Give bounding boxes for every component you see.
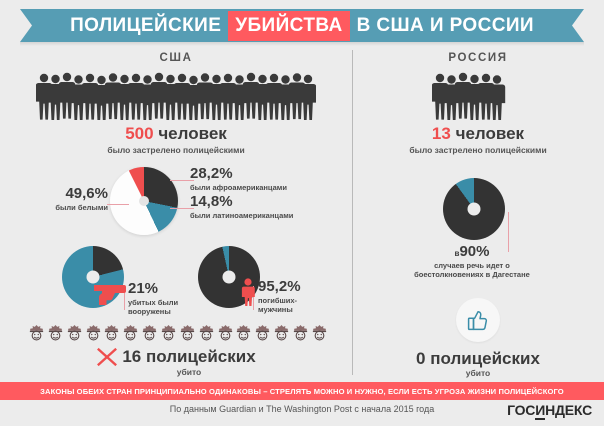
armed-desc-line1: убитых были	[128, 298, 179, 307]
male-desc-line1: погибших-	[258, 296, 298, 305]
callout-latino-victims: 14,8% были латиноамериканцами	[190, 194, 330, 220]
pie-center-hub	[139, 196, 149, 206]
russia-killed-subtitle: было застрелено полицейскими	[409, 144, 547, 155]
police-officer-icon	[86, 324, 100, 340]
police-officer-icon	[29, 324, 44, 340]
usa-killed-subtitle: было застрелено полицейскими	[107, 144, 245, 155]
gosindex-logo[interactable]: ГОСИНДЕКС	[507, 402, 592, 420]
footer-banner: ЗАКОНЫ ОБЕИХ СТРАН ПРИНЦИПИАЛЬНО ОДИНАКО…	[0, 382, 604, 400]
thumbs-up-circle	[456, 298, 500, 342]
white-pct: 49,6%	[65, 185, 108, 202]
police-officer-icon	[67, 324, 81, 340]
dagestan-desc-line1: случаев речь идет о	[434, 261, 510, 270]
armed-pct: 21%	[128, 280, 159, 297]
leader-line-black	[170, 180, 194, 181]
title-part-2: В США И РОССИИ	[356, 14, 534, 36]
police-officer-icon	[105, 324, 119, 340]
black-desc: были афроамериканцами	[190, 183, 287, 192]
usa-police-killed-number: 16 полицейских	[122, 347, 256, 366]
callout-dagestan: в90% случаев речь идет о боестолкновения…	[392, 244, 552, 279]
leader-line-dagestan	[508, 212, 509, 252]
police-officer-icon	[218, 324, 232, 340]
footer-source-text: По данным Guardian и The Washington Post…	[169, 404, 435, 414]
title-part-1: ПОЛИЦЕЙСКИЕ	[70, 14, 222, 36]
armed-desc: убитых были вооружены	[128, 298, 198, 316]
dagestan-desc-line2: боестолкновениях в Дагестане	[414, 270, 530, 279]
armed-desc-line2: вооружены	[128, 307, 171, 316]
black-pct: 28,2%	[190, 165, 233, 182]
white-desc: были белыми	[55, 203, 108, 212]
latino-desc: были латиноамериканцами	[190, 211, 294, 220]
russia-killed-headline: 13 человек	[352, 124, 604, 144]
leader-line-male	[253, 286, 254, 310]
header-ribbon: ПОЛИЦЕЙСКИЕ УБИЙСТВА В США И РОССИИ	[0, 9, 604, 46]
leader-line-armed	[124, 288, 125, 310]
leader-line-white	[107, 204, 129, 205]
russia-killed-stat: 13 человек было застрелено полицейскими	[352, 124, 604, 155]
police-officer-icon	[161, 324, 176, 340]
male-desc: погибших- мужчины	[258, 296, 330, 314]
police-officer-icon	[237, 324, 251, 340]
police-officer-icon	[124, 324, 138, 340]
dagestan-prefix: в	[454, 249, 460, 258]
logo-part-a: ГОС	[507, 402, 536, 418]
russia-police-killed-subtitle: убито	[465, 368, 491, 378]
russia-killed-unit: человек	[455, 124, 525, 143]
dagestan-pct-value: 90%	[459, 243, 490, 260]
usa-killed-unit: человек	[158, 124, 227, 143]
armed-victims-donut-chart	[62, 246, 124, 308]
page-title: ПОЛИЦЕЙСКИЕ УБИЙСТВА В США И РОССИИ	[66, 11, 538, 41]
police-officer-icon	[199, 324, 213, 340]
race-breakdown-pie-chart	[110, 167, 178, 235]
ribbon-band: ПОЛИЦЕЙСКИЕ УБИЙСТВА В США И РОССИИ	[20, 9, 584, 42]
usa-police-killed-stat: 16 полицейских убито	[0, 346, 352, 377]
male-person-icon	[241, 278, 255, 306]
police-officer-icon	[180, 324, 195, 340]
donut-center-hole	[222, 270, 236, 284]
russia-police-killed-number: 0 полицейских	[416, 349, 540, 368]
latino-pct: 14,8%	[190, 193, 233, 210]
russia-column-label: РОССИЯ	[448, 52, 508, 64]
gun-icon	[94, 285, 126, 305]
usa-crowd-silhouette-icon	[36, 72, 316, 120]
ribbon-shadow	[20, 42, 584, 46]
thumbs-up-icon	[467, 311, 488, 331]
dagestan-pct: в90%	[392, 244, 552, 259]
callout-armed: 21% убитых были вооружены	[128, 281, 198, 316]
logo-part-u: И	[535, 402, 546, 420]
usa-police-killed-subtitle: убито	[176, 367, 202, 377]
callout-black-victims: 28,2% были афроамериканцами	[190, 166, 330, 192]
logo-part-b: НДЕКС	[545, 402, 592, 418]
police-officer-icon	[293, 324, 308, 340]
red-x-icon	[97, 347, 118, 367]
column-divider	[352, 50, 353, 375]
callout-male: 95,2% погибших- мужчины	[258, 279, 330, 314]
dagestan-donut-chart	[443, 178, 505, 240]
leader-line-latino	[170, 208, 194, 209]
russia-police-killed-stat: 0 полицейских убито	[352, 349, 604, 378]
police-officer-icon	[275, 324, 289, 340]
police-officer-icon	[143, 324, 157, 340]
usa-killed-headline: 500 человек	[0, 124, 352, 144]
police-officer-icon	[312, 324, 327, 340]
usa-killed-stat: 500 человек было застрелено полицейскими	[0, 124, 352, 155]
title-highlight: УБИЙСТВА	[228, 11, 349, 41]
donut-center-hole	[86, 270, 100, 284]
footer-banner-text: ЗАКОНЫ ОБЕИХ СТРАН ПРИНЦИПИАЛЬНО ОДИНАКО…	[40, 386, 564, 396]
police-badges-row	[28, 320, 328, 344]
usa-police-killed-row: 16 полицейских	[0, 346, 352, 368]
russia-killed-number: 13	[431, 124, 451, 143]
male-pct: 95,2%	[258, 278, 301, 295]
male-desc-line2: мужчины	[258, 305, 293, 314]
russia-crowd-silhouette-icon	[432, 72, 506, 120]
usa-column-label: США	[159, 52, 193, 64]
callout-white-victims: 49,6% были белыми	[26, 186, 108, 212]
usa-killed-number: 500	[125, 124, 154, 143]
donut-center-hole	[467, 202, 481, 216]
police-officer-icon	[256, 324, 270, 340]
dagestan-desc: случаев речь идет о боестолкновениях в Д…	[392, 261, 552, 279]
police-officer-icon	[48, 324, 62, 340]
